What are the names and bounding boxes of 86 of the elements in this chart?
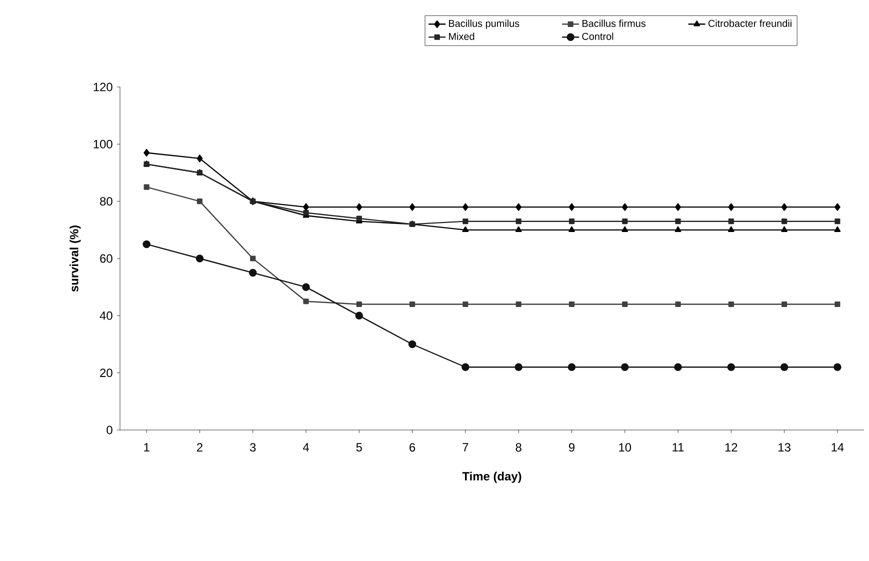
point xyxy=(516,301,522,308)
point xyxy=(675,301,681,308)
x-tick-label: 11 xyxy=(672,443,684,452)
x-tick-label: 3 xyxy=(250,443,256,452)
point xyxy=(782,301,788,308)
y-tick-label: 20 xyxy=(100,368,112,378)
point xyxy=(514,363,522,371)
point xyxy=(516,203,522,211)
point xyxy=(568,203,575,211)
y-tick-label: 40 xyxy=(100,311,112,320)
point xyxy=(781,203,788,211)
x-tick-label: 1 xyxy=(144,443,150,452)
point xyxy=(303,298,309,304)
point xyxy=(620,363,629,371)
legend-label: Control xyxy=(582,32,614,40)
point xyxy=(462,203,468,211)
point xyxy=(196,154,203,162)
point xyxy=(622,301,628,308)
point xyxy=(462,226,469,232)
x-tick-label: 7 xyxy=(462,443,468,452)
legend-label: Citrobacter freundii xyxy=(708,20,792,27)
point xyxy=(409,203,416,211)
point xyxy=(728,226,734,232)
point xyxy=(303,210,309,216)
x-tick-label: 5 xyxy=(356,443,362,452)
point xyxy=(675,203,681,211)
point xyxy=(144,148,150,157)
x-tick-label: 9 xyxy=(568,443,574,452)
point xyxy=(727,363,736,371)
point xyxy=(780,363,788,371)
point xyxy=(462,363,470,371)
point xyxy=(622,226,628,232)
x-tick-label: 4 xyxy=(302,443,309,452)
point xyxy=(196,198,203,204)
y-tick-label: 0 xyxy=(106,426,112,434)
y-tick-label: 120 xyxy=(94,82,112,92)
point xyxy=(675,218,681,224)
x-tick-label: 2 xyxy=(196,443,202,452)
point xyxy=(462,218,468,224)
point xyxy=(568,301,575,308)
y-axis-title: survival (%) xyxy=(70,226,81,292)
point xyxy=(674,363,682,371)
point xyxy=(781,226,788,232)
point xyxy=(408,340,416,348)
legend-label: Mixed xyxy=(449,32,474,40)
point xyxy=(410,301,416,308)
point xyxy=(356,203,362,211)
point xyxy=(250,256,256,262)
point xyxy=(302,283,310,291)
point xyxy=(834,363,842,371)
y-tick-label: 80 xyxy=(100,197,112,206)
x-tick-label: 13 xyxy=(778,443,790,452)
legend-label: Bacillus firmus xyxy=(582,20,646,27)
point xyxy=(355,312,364,320)
point xyxy=(142,240,150,248)
point xyxy=(834,301,840,308)
y-tick-label: 100 xyxy=(94,140,112,148)
point xyxy=(728,218,734,224)
x-tick-label: 12 xyxy=(725,443,738,452)
y-tick-label: 60 xyxy=(100,254,112,263)
point xyxy=(144,184,150,190)
point xyxy=(515,226,522,232)
point xyxy=(568,218,575,224)
point xyxy=(674,226,682,232)
point xyxy=(834,203,840,211)
point xyxy=(516,218,522,224)
x-tick-label: 10 xyxy=(619,443,632,452)
point xyxy=(462,301,468,308)
point xyxy=(196,254,204,262)
point xyxy=(782,218,788,224)
x-tick-label: 6 xyxy=(410,443,416,452)
point xyxy=(248,268,257,277)
point xyxy=(303,203,309,211)
x-tick-label: 14 xyxy=(832,443,844,452)
point xyxy=(622,203,628,211)
x-axis-title: Time (day) xyxy=(462,472,522,483)
x-tick-label: 8 xyxy=(516,443,522,452)
point xyxy=(622,218,628,224)
point xyxy=(356,301,362,308)
point xyxy=(834,226,841,232)
point xyxy=(834,218,840,224)
point xyxy=(728,301,734,308)
legend-label: Bacillus pumilus xyxy=(449,20,520,29)
point xyxy=(728,203,734,211)
point xyxy=(568,226,575,232)
point xyxy=(568,363,576,371)
